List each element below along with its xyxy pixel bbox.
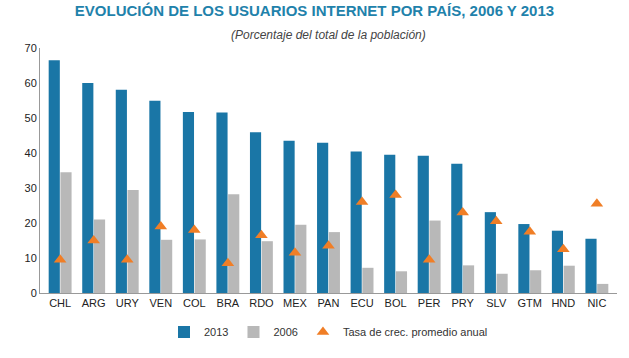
svg-text:(Porcentaje del total de la po: (Porcentaje del total de la población) bbox=[231, 28, 426, 42]
svg-text:30: 30 bbox=[25, 182, 37, 194]
svg-text:PER: PER bbox=[418, 297, 441, 309]
svg-text:40: 40 bbox=[25, 147, 37, 159]
svg-text:SLV: SLV bbox=[486, 297, 507, 309]
svg-text:0: 0 bbox=[31, 287, 37, 299]
svg-text:HND: HND bbox=[551, 297, 575, 309]
svg-text:PRY: PRY bbox=[451, 297, 474, 309]
svg-text:GTM: GTM bbox=[518, 297, 542, 309]
svg-text:2013: 2013 bbox=[204, 326, 228, 338]
svg-text:60: 60 bbox=[25, 77, 37, 89]
svg-text:URY: URY bbox=[116, 297, 140, 309]
svg-text:20: 20 bbox=[25, 217, 37, 229]
svg-text:ECU: ECU bbox=[350, 297, 373, 309]
svg-text:VEN: VEN bbox=[149, 297, 172, 309]
svg-text:2006: 2006 bbox=[273, 326, 297, 338]
svg-text:BOL: BOL bbox=[385, 297, 407, 309]
svg-text:ARG: ARG bbox=[82, 297, 106, 309]
svg-text:MEX: MEX bbox=[283, 297, 308, 309]
svg-text:PAN: PAN bbox=[318, 297, 340, 309]
svg-text:10: 10 bbox=[25, 252, 37, 264]
svg-text:BRA: BRA bbox=[217, 297, 240, 309]
svg-text:CHL: CHL bbox=[49, 297, 71, 309]
svg-text:70: 70 bbox=[25, 42, 37, 54]
svg-text:NIC: NIC bbox=[587, 297, 606, 309]
svg-text:RDO: RDO bbox=[249, 297, 274, 309]
svg-text:Tasa de crec. promedio anual: Tasa de crec. promedio anual bbox=[343, 326, 487, 338]
svg-text:COL: COL bbox=[183, 297, 206, 309]
svg-text:50: 50 bbox=[25, 112, 37, 124]
svg-text:EVOLUCIÓN DE LOS USUARIOS INTE: EVOLUCIÓN DE LOS USUARIOS INTERNET POR P… bbox=[75, 2, 554, 19]
